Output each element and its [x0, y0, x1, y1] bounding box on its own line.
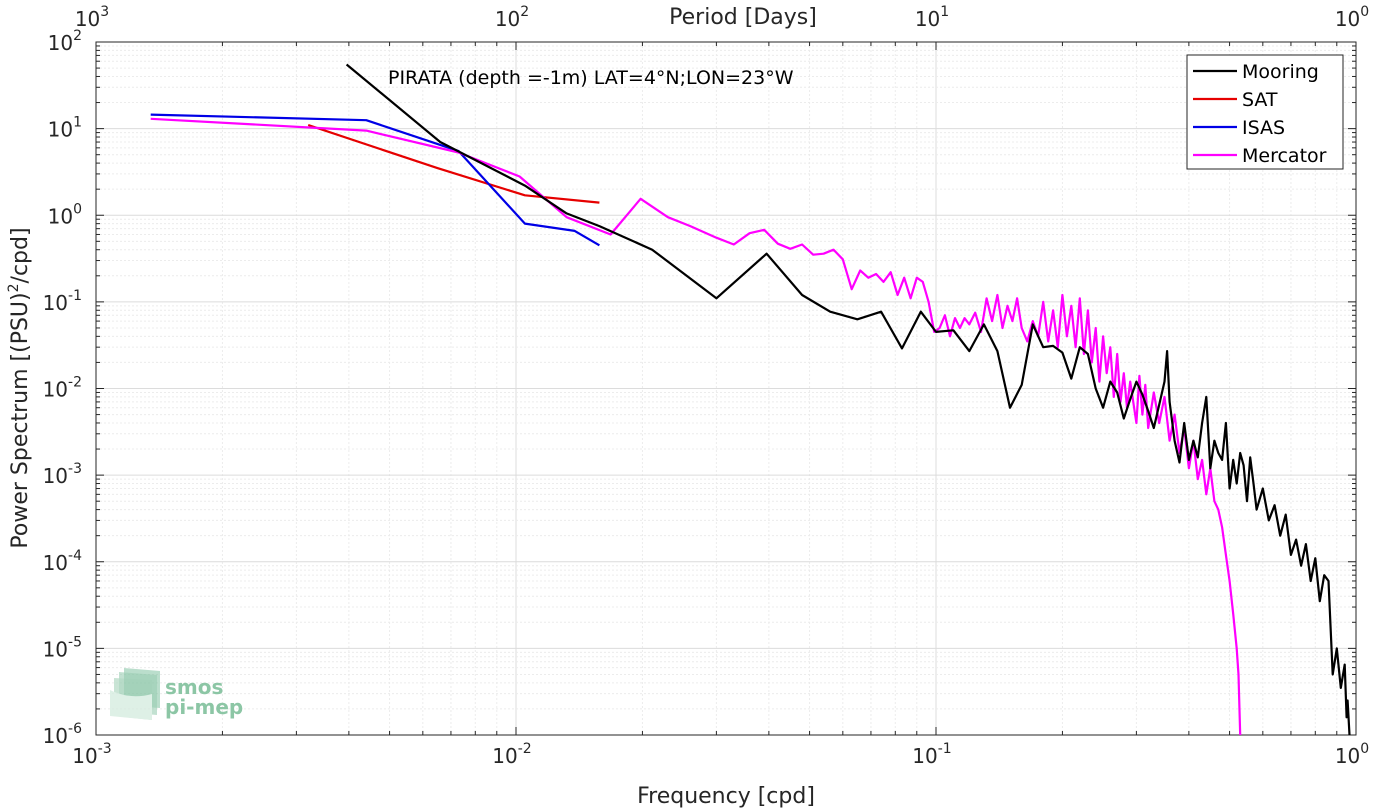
top-axis-label: Period [Days] [669, 5, 817, 30]
legend-box [1186, 54, 1344, 170]
y-tick-label: 10-2 [43, 375, 82, 402]
top-tick-label: 100 [1335, 4, 1369, 31]
y-tick-label: 10-5 [43, 634, 82, 661]
y-tick-label: 10-1 [43, 288, 82, 315]
x-tick-label: 10-1 [912, 741, 951, 768]
y-tick-label: 10-6 [43, 721, 83, 748]
chart-title: PIRATA (depth =-1m) LAT=4°N;LON=23°W [388, 67, 794, 89]
top-tick-label: 103 [75, 4, 109, 31]
x-tick-label: 10-3 [72, 741, 111, 768]
y-tick-label: 101 [48, 115, 82, 142]
tick-marks [95, 42, 1356, 736]
legend-label-mercator: Mercator [1242, 145, 1327, 167]
watermark-line1: smos [165, 675, 223, 699]
y-tick-label: 10-4 [43, 548, 83, 575]
y-axis-label-sup: 2 [6, 283, 22, 292]
x-tick-label: 10-2 [492, 741, 531, 768]
y-axis-label: Power Spectrum [(PSU)2/cpd] [6, 227, 33, 548]
y-tick-label: 102 [48, 28, 82, 55]
legend-label-sat: SAT [1242, 89, 1278, 111]
top-tick-label: 101 [915, 4, 949, 31]
watermark-line2: pi-mep [165, 695, 243, 719]
y-axis-label-main: Power Spectrum [(PSU) [8, 292, 33, 548]
top-tick-label: 102 [495, 4, 529, 31]
series-line-sat [307, 123, 600, 204]
series-line-mooring [345, 63, 1351, 736]
y-axis-label-end: /cpd] [8, 227, 33, 283]
smos-pi-mep-logo: smos pi-mep [110, 668, 243, 720]
x-axis-label: Frequency [cpd] [637, 784, 815, 809]
grid-lines [95, 42, 1356, 736]
series-line-isas [150, 113, 600, 247]
legend-label-isas: ISAS [1242, 117, 1285, 139]
series-lines [150, 63, 1351, 736]
y-tick-label: 10-3 [43, 461, 82, 488]
series-line-mercator [150, 117, 1242, 736]
legend-label-mooring: Mooring [1242, 61, 1319, 83]
y-tick-label: 100 [48, 201, 82, 228]
smos-logo-icon [110, 668, 160, 720]
legend: Mooring SAT ISAS Mercator [1186, 54, 1344, 170]
x-tick-label: 100 [1335, 741, 1369, 768]
